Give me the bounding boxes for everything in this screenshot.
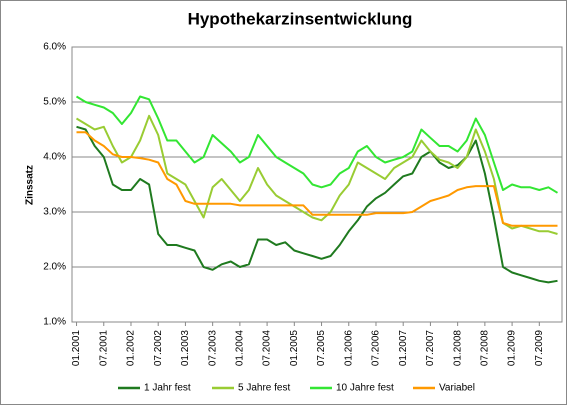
x-tick-label: 01.2001 xyxy=(71,330,82,367)
x-tick-label: 01.2002 xyxy=(126,330,137,367)
x-tick-label: 01.2006 xyxy=(343,330,354,367)
x-tick-label: 01.2003 xyxy=(180,330,191,367)
y-tick-label: 6.0% xyxy=(43,42,66,53)
chart-title: Hypothekarzinsentwicklung xyxy=(188,9,413,28)
y-axis-label: Zinssatz xyxy=(25,165,36,205)
x-tick-label: 01.2004 xyxy=(235,330,246,367)
x-tick-label: 01.2007 xyxy=(398,330,409,367)
legend-label: 5 Jahre fest xyxy=(238,383,290,394)
y-tick-label: 5.0% xyxy=(43,97,66,108)
y-tick-label: 3.0% xyxy=(43,207,66,218)
x-tick-label: 01.2008 xyxy=(452,330,463,367)
y-tick-label: 1.0% xyxy=(43,317,66,328)
series-line xyxy=(76,131,558,227)
x-tick-label: 07.2002 xyxy=(153,330,164,367)
x-tick-label: 01.2009 xyxy=(507,330,518,367)
x-tick-label: 07.2003 xyxy=(207,330,218,367)
x-tick-label: 07.2009 xyxy=(534,330,545,367)
x-tick-label: 07.2008 xyxy=(480,330,491,367)
legend-label: 1 Jahr fest xyxy=(144,383,191,394)
x-tick-label: 07.2007 xyxy=(425,330,436,367)
x-tick-label: 07.2006 xyxy=(371,330,382,367)
legend-label: Variabel xyxy=(439,383,475,394)
series-line xyxy=(75,114,558,235)
series-line xyxy=(76,125,558,284)
x-tick-label: 07.2004 xyxy=(262,330,273,367)
legend-label: 10 Jahre fest xyxy=(336,383,394,394)
y-tick-label: 4.0% xyxy=(43,152,66,163)
y-tick-label: 2.0% xyxy=(43,262,66,273)
series-line xyxy=(75,95,559,194)
x-tick-label: 07.2001 xyxy=(98,330,109,367)
x-tick-label: 07.2005 xyxy=(316,330,327,367)
x-tick-label: 01.2005 xyxy=(289,330,300,367)
